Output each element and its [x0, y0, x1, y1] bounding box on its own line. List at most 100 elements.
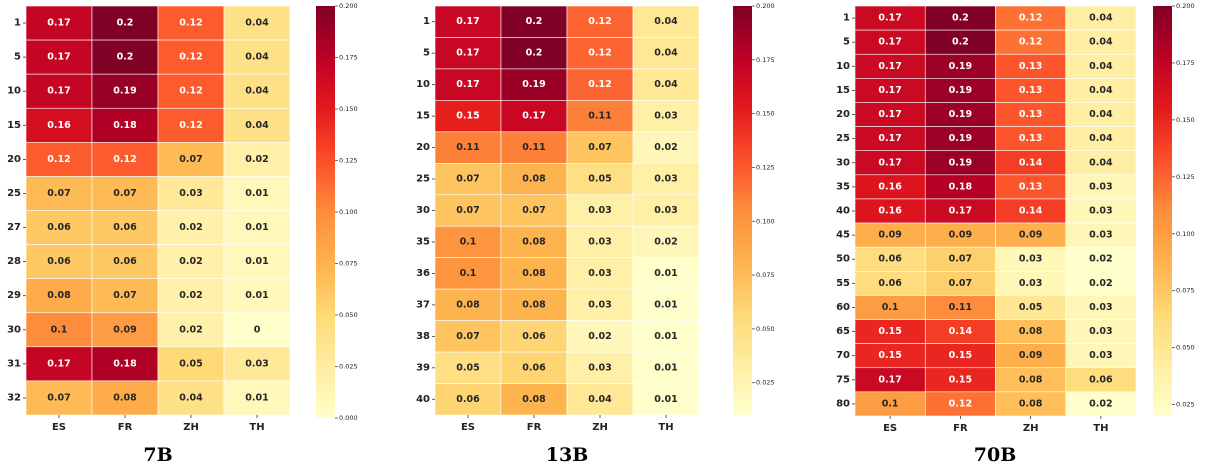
heatmap-cell	[924, 126, 996, 152]
cell-value-label: 0.09	[113, 324, 136, 335]
cell-value-label: 0.03	[1019, 278, 1042, 289]
cell-value-label: 0.03	[1089, 181, 1112, 192]
cell-value-label: 0.17	[949, 206, 972, 217]
cell-value-label: 0.17	[878, 109, 901, 120]
row-tick-label: 1	[423, 16, 430, 27]
cell-value-label: 0.17	[878, 85, 901, 96]
cell-value-label: 0.07	[47, 188, 70, 199]
heatmap-cell	[1065, 174, 1137, 200]
column-tick-label: FR	[118, 422, 133, 433]
cell-value-label: 0.2	[117, 52, 134, 63]
heatmap-cell	[223, 73, 291, 109]
heatmap-cell	[223, 210, 291, 245]
heatmap-cell	[924, 295, 996, 320]
cell-value-label: 0.2	[526, 16, 543, 27]
cell-value-label: 0.17	[878, 61, 901, 72]
heatmap-cell	[995, 78, 1067, 103]
cell-value-label: 0.03	[588, 268, 611, 279]
colorbar-tick-label: 0.125	[756, 163, 775, 171]
heatmap-cell	[924, 367, 996, 393]
column-tick-label: TH	[658, 422, 673, 433]
cell-value-label: 0.18	[949, 181, 973, 192]
cell-value-label: 0.2	[526, 48, 543, 59]
panel-title: 13B	[546, 444, 589, 466]
cell-value-label: 0.08	[1019, 326, 1043, 337]
column-tick-label: ES	[461, 422, 475, 433]
colorbar-tick-label: 0.200	[1176, 2, 1195, 10]
cell-value-label: 0.2	[117, 18, 134, 29]
cell-value-label: 0.1	[460, 236, 477, 247]
cell-value-label: 0.17	[47, 18, 70, 29]
row-tick-label: 39	[416, 362, 430, 373]
cell-value-label: 0.04	[1089, 13, 1113, 24]
row-tick-label: 45	[836, 230, 850, 241]
cell-value-label: 0.19	[949, 61, 972, 72]
cell-value-label: 0.02	[179, 222, 202, 233]
cell-value-label: 0.15	[878, 350, 901, 361]
cell-value-label: 0.06	[522, 362, 546, 373]
row-tick-label: 36	[416, 268, 430, 279]
cell-value-label: 0.13	[1019, 61, 1042, 72]
cell-value-label: 0.04	[1089, 37, 1113, 48]
heatmap-cell	[854, 150, 926, 176]
heatmap-cell	[157, 5, 225, 41]
row-tick-label: 35	[416, 236, 430, 247]
cell-value-label: 0.04	[245, 86, 269, 97]
heatmap-cell	[25, 312, 93, 348]
heatmap-cell	[995, 174, 1067, 200]
cell-value-label: 0.03	[654, 205, 677, 216]
row-tick-label: 31	[7, 358, 21, 369]
heatmap-cell	[1065, 222, 1137, 248]
heatmap-cell	[566, 100, 634, 133]
heatmap-cell	[995, 319, 1067, 344]
heatmap-cell	[854, 319, 926, 344]
heatmap-cell	[995, 270, 1067, 296]
cell-value-label: 0.13	[1019, 181, 1042, 192]
colorbar-tick-label: 0.175	[756, 56, 775, 64]
cell-value-label: 0.06	[878, 278, 902, 289]
cell-value-label: 0.07	[949, 254, 972, 265]
heatmap-cell	[91, 107, 159, 143]
cell-value-label: 0.12	[179, 18, 202, 29]
row-tick-label: 20	[836, 109, 850, 120]
heatmap-cell	[854, 391, 926, 417]
heatmap-cell	[91, 39, 159, 75]
row-tick-label: 20	[7, 154, 21, 165]
heatmap-cell	[223, 142, 291, 177]
heatmap-cell	[223, 346, 291, 382]
cell-value-label: 0.07	[949, 278, 972, 289]
cell-value-label: 0.03	[588, 299, 611, 310]
cell-value-label: 0.19	[949, 133, 972, 144]
heatmap-cell	[854, 343, 926, 369]
heatmap-cell	[854, 126, 926, 152]
heatmap-cell	[1065, 319, 1137, 344]
cell-value-label: 0.07	[47, 392, 70, 403]
cell-value-label: 0.11	[588, 111, 611, 122]
cell-value-label: 0.07	[179, 154, 202, 165]
colorbar-tick-label: 0.075	[339, 260, 358, 268]
heatmap-cell	[223, 380, 291, 416]
heatmap-cell	[91, 312, 159, 348]
heatmap-cell	[500, 5, 568, 38]
heatmap-cell	[1065, 53, 1137, 79]
cell-value-label: 0.06	[522, 331, 546, 342]
cell-value-label: 0.01	[654, 331, 677, 342]
cell-value-label: 0.03	[1089, 326, 1112, 337]
cell-value-label: 0.18	[113, 120, 137, 131]
row-tick-label: 29	[7, 290, 21, 301]
cell-value-label: 0.05	[588, 174, 611, 185]
cell-value-label: 0.07	[113, 188, 136, 199]
heatmap-cell	[157, 278, 225, 314]
cell-value-label: 0.07	[588, 142, 611, 153]
cell-value-label: 0.19	[113, 86, 136, 97]
colorbar-tick-label: 0.025	[339, 363, 358, 371]
colorbar-tick-label: 0.100	[756, 217, 775, 225]
cell-value-label: 0.03	[654, 111, 677, 122]
row-tick-label: 5	[14, 52, 21, 63]
row-tick-label: 30	[7, 324, 21, 335]
cell-value-label: 0.2	[952, 13, 969, 24]
heatmap-cell	[854, 53, 926, 79]
colorbar-tick-label: 0.150	[756, 110, 775, 118]
row-tick-label: 75	[836, 374, 850, 385]
heatmap-cell	[500, 383, 568, 416]
